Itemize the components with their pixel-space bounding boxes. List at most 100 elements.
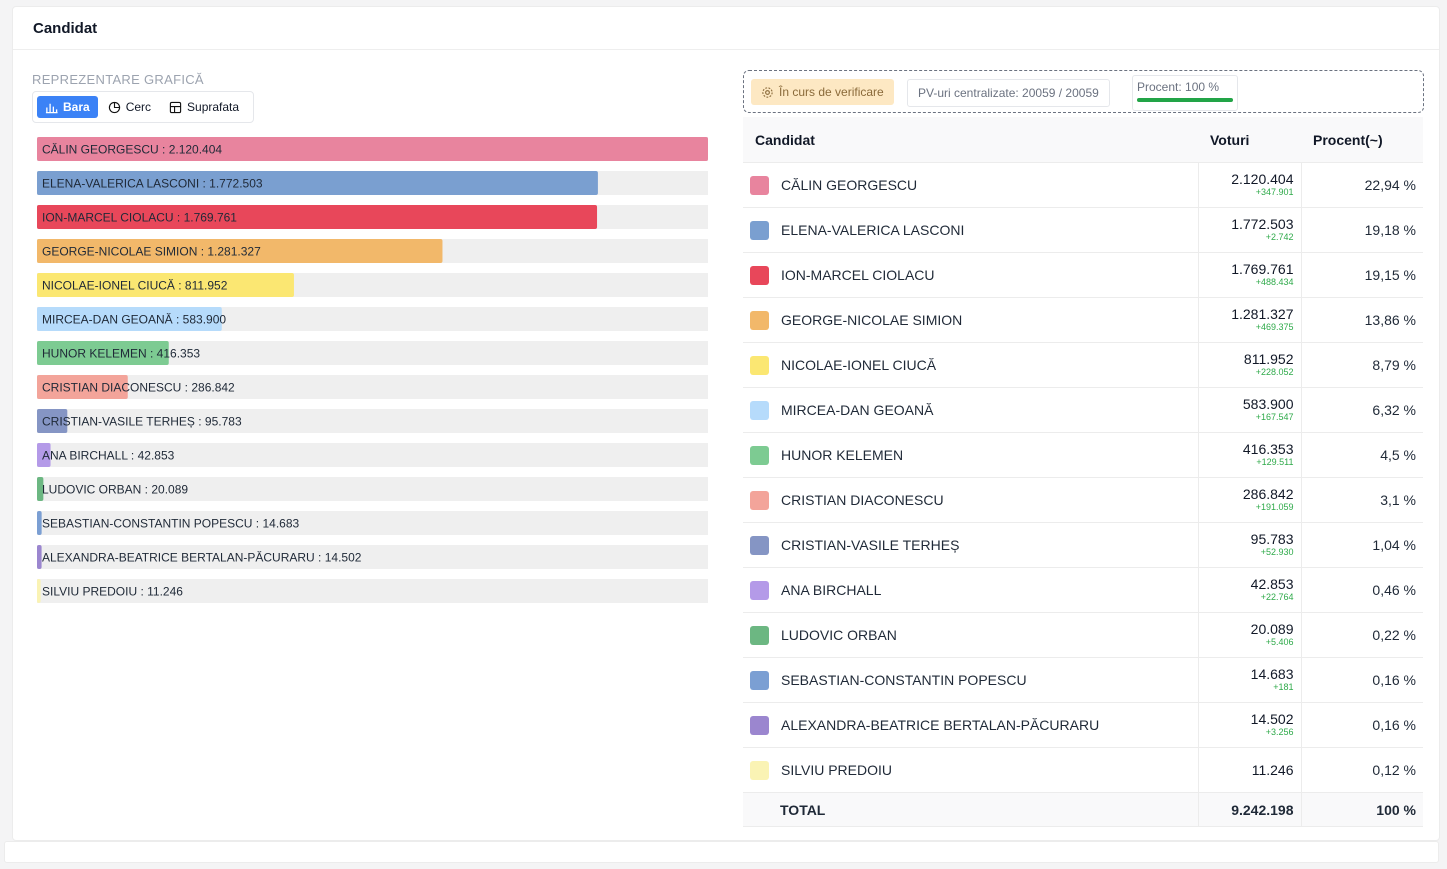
table-row[interactable]: ANA BIRCHALL 42.853 +22.764 0,46 % [743,567,1423,613]
bar-track [37,477,708,501]
bar[interactable] [37,443,51,467]
pie-chart-icon [108,101,120,113]
candidate-name: ELENA-VALERICA LASCONI [781,222,965,238]
bar-label: ANA BIRCHALL : 42.853 [42,449,175,463]
percent-cell: 4,5 % [1301,432,1423,478]
bar[interactable] [37,375,128,399]
votes-delta: +167.547 [1255,412,1294,422]
color-swatch [750,355,769,375]
votes-value: 95.783 [1250,531,1294,547]
percent-progress-bar [1137,98,1233,102]
candidate-cell: ALEXANDRA-BEATRICE BERTALAN-PĂCURARU [743,702,1198,748]
bar[interactable] [37,477,44,501]
votes-value: 2.120.404 [1231,171,1294,187]
bar[interactable] [37,307,222,331]
bar-label: LUDOVIC ORBAN : 20.089 [42,483,188,497]
bar-label: GEORGE-NICOLAE SIMION : 1.281.327 [42,245,261,259]
percent-cell: 22,94 % [1301,162,1423,208]
candidate-cell: MIRCEA-DAN GEOANĂ [743,387,1198,433]
bar-view-button[interactable]: Bara [37,96,98,118]
table-row[interactable]: SEBASTIAN-CONSTANTIN POPESCU 14.683 +181 0,… [743,657,1423,703]
votes-delta: +22.764 [1260,592,1294,602]
table-row[interactable]: NICOLAE-IONEL CIUCĂ 811.952 +228.052 8,79 % [743,342,1423,388]
total-label: TOTAL [743,792,1198,827]
table-header-row: Candidat Voturi Procent(~) [743,117,1423,163]
gear-icon [762,86,773,98]
color-swatch [750,490,769,510]
votes-cell: 1.769.761 +488.434 [1197,252,1302,298]
candidate-name: SILVIU PREDOIU [781,762,892,778]
header-candidate: Candidat [743,117,1198,163]
table-row[interactable]: ION-MARCEL CIOLACU 1.769.761 +488.434 19,15… [743,252,1423,298]
bar-view-label: Bara [63,100,90,114]
results-table: Candidat Voturi Procent(~) CĂLIN GEORGES… [743,117,1423,827]
section-label: REPREZENTARE GRAFICĂ [32,72,204,87]
votes-cell: 286.842 +191.059 [1197,477,1302,523]
votes-value: 20.089 [1250,621,1294,637]
bar[interactable] [37,511,42,535]
bar-chart: CĂLIN GEORGESCU : 2.120.404 ELENA-VALERIC… [37,137,708,603]
percent-cell: 0,12 % [1301,747,1423,793]
votes-value: 11.246 [1251,761,1294,778]
bar-track [37,375,708,399]
candidate-cell: ANA BIRCHALL [743,567,1198,613]
table-row[interactable]: LUDOVIC ORBAN 20.089 +5.406 0,22 % [743,612,1423,658]
votes-value: 1.281.327 [1231,306,1294,322]
footer-strip [4,841,1439,863]
table-row[interactable]: CRISTIAN-VASILE TERHEȘ 95.783 +52.930 1,04 … [743,522,1423,568]
bar[interactable] [37,409,68,433]
bar[interactable] [37,545,42,569]
bar-track [37,545,708,569]
votes-delta: +3.256 [1265,727,1294,737]
header-votes: Voturi [1198,117,1301,163]
candidate-name: ION-MARCEL CIOLACU [781,267,935,283]
area-view-button[interactable]: Suprafata [161,96,247,118]
bar[interactable] [37,239,443,263]
votes-value: 42.853 [1250,576,1294,592]
candidate-name: ANA BIRCHALL [781,582,882,598]
card-title: Candidat [13,7,1439,50]
bar-label: CRISTIAN DIACONESCU : 286.842 [42,381,235,395]
bar[interactable] [37,341,169,365]
candidate-cell: ION-MARCEL CIOLACU [743,252,1198,298]
color-swatch [750,760,769,780]
table-row[interactable]: GEORGE-NICOLAE SIMION 1.281.327 +469.375 13… [743,297,1423,343]
pie-view-button[interactable]: Cerc [100,96,159,118]
table-row[interactable]: ELENA-VALERICA LASCONI 1.772.503 +2.742 19,… [743,207,1423,253]
table-row[interactable]: HUNOR KELEMEN 416.353 +129.511 4,5 % [743,432,1423,478]
table-row[interactable]: SILVIU PREDOIU 11.246 0,12 % [743,747,1423,793]
candidate-name: HUNOR KELEMEN [781,447,904,463]
votes-delta: +488.434 [1255,277,1294,287]
table-row[interactable]: CRISTIAN DIACONESCU 286.842 +191.059 3,1 % [743,477,1423,523]
table-row[interactable]: CĂLIN GEORGESCU 2.120.404 +347.901 22,94 % [743,162,1423,208]
pv-count-label: PV-uri centralizate: 20059 / 20059 [918,86,1099,100]
candidate-name: CRISTIAN-VASILE TERHEȘ [781,537,960,553]
table-row[interactable]: MIRCEA-DAN GEOANĂ 583.900 +167.547 6,32 % [743,387,1423,433]
color-swatch [750,175,769,195]
color-swatch [750,715,769,735]
grid-icon [169,101,182,113]
candidate-cell: SEBASTIAN-CONSTANTIN POPESCU [743,657,1198,703]
votes-value: 811.952 [1243,351,1294,367]
percent-cell: 8,79 % [1301,342,1423,388]
votes-cell: 42.853 +22.764 [1197,567,1302,613]
votes-delta: +191.059 [1255,502,1294,512]
votes-cell: 11.246 [1197,747,1302,793]
candidate-name: MIRCEA-DAN GEOANĂ [781,402,934,418]
bar[interactable] [37,205,598,229]
percent-cell: 0,16 % [1301,657,1423,703]
header-percent: Procent(~) [1301,117,1423,163]
bar[interactable] [37,171,598,195]
color-swatch [750,625,769,645]
votes-delta: +347.901 [1255,187,1294,197]
bar[interactable] [37,579,41,603]
chart-type-toggle: Bara Cerc Suprafata [32,91,255,123]
bar-label: CĂLIN GEORGESCU : 2.120.404 [42,142,222,157]
verification-status-label: În curs de verificare [779,85,884,99]
bar[interactable] [37,137,708,161]
votes-value: 416.353 [1242,441,1294,457]
votes-cell: 1.281.327 +469.375 [1197,297,1302,343]
bar-label: HUNOR KELEMEN : 416.353 [42,347,200,361]
bar[interactable] [37,273,294,297]
table-row[interactable]: ALEXANDRA-BEATRICE BERTALAN-PĂCURARU 14.5… [743,702,1423,748]
